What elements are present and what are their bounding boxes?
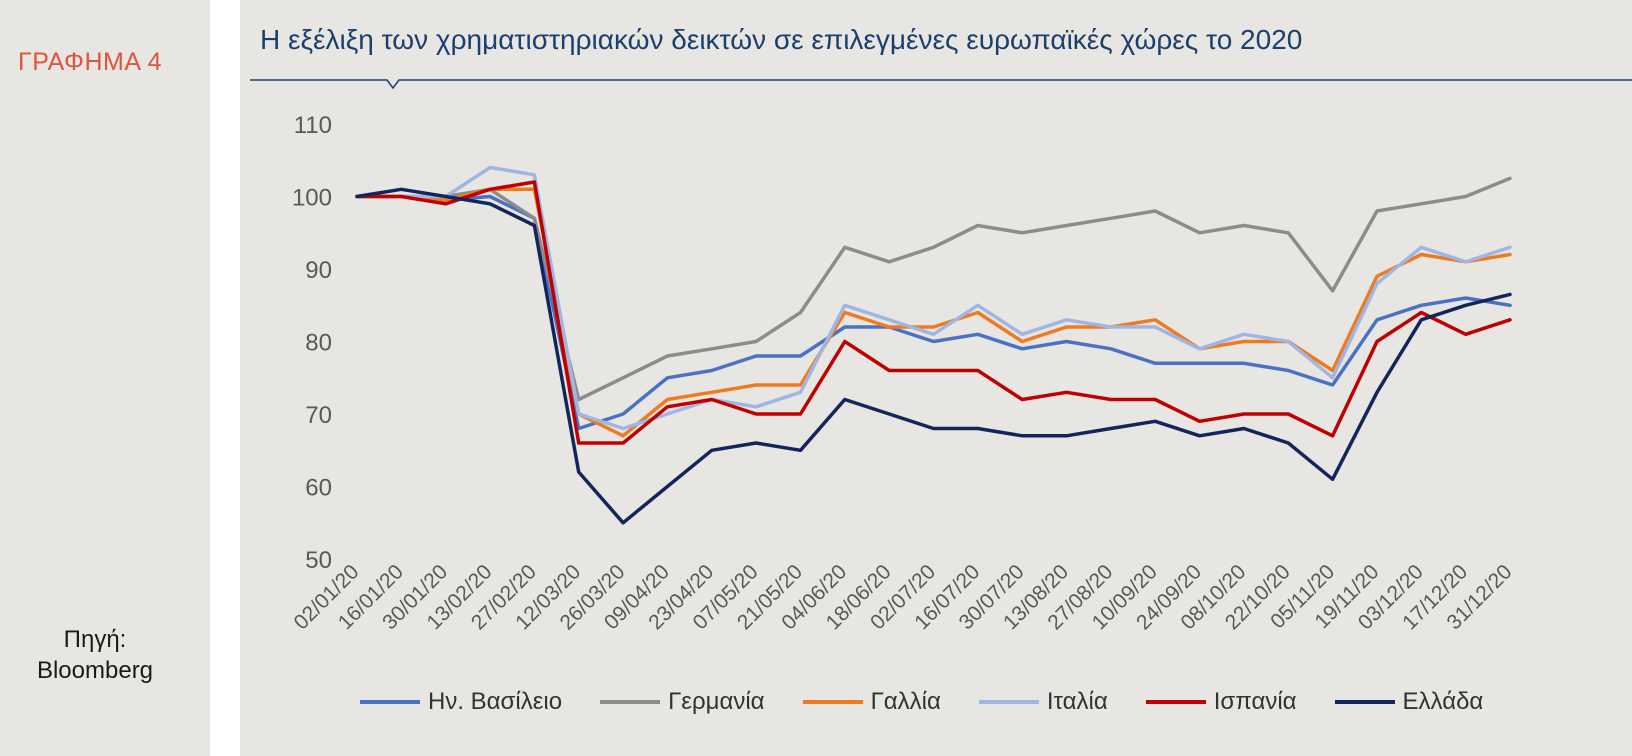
legend-item: Γερμανία: [600, 688, 765, 716]
y-tick-label: 80: [305, 330, 332, 357]
legend-item: Ισπανία: [1145, 688, 1297, 716]
y-tick-label: 90: [305, 257, 332, 284]
line-chart: 50 60 70 80 90 100 110 02/01/2016/01/2030/01/2…: [250, 79, 1632, 634]
series-line: [355, 165, 1512, 431]
y-tick-label: 100: [292, 185, 332, 212]
figure-label: ΓΡΑΦΗΜΑ 4: [18, 48, 163, 76]
series-lines: [355, 165, 1512, 525]
chart-panel: Η εξέλιξη των χρηματιστηριακών δεικτών σ…: [240, 0, 1632, 756]
legend-swatch: [600, 700, 661, 704]
y-tick-label: 70: [305, 402, 332, 429]
y-tick-label: 50: [305, 547, 332, 574]
y-tick-label: 110: [294, 112, 332, 139]
source-label: Πηγή:: [63, 626, 127, 653]
series-line: [355, 187, 1512, 525]
series-line: [355, 194, 1512, 431]
legend-item: Γαλλία: [802, 688, 941, 716]
legend-swatch: [802, 700, 863, 704]
title-underline-path: [250, 79, 1632, 90]
y-tick-label: 60: [305, 475, 332, 502]
source-value: Bloomberg: [36, 657, 154, 684]
side-panel: ΓΡΑΦΗΜΑ 4 Πηγή: Bloomberg: [0, 0, 210, 756]
source-note: Πηγή: Bloomberg: [20, 624, 170, 686]
series-line: [355, 180, 1512, 445]
y-axis: 50 60 70 80 90 100 110: [292, 112, 332, 574]
legend-label: Γαλλία: [870, 688, 941, 715]
legend-label: Ιταλία: [1046, 688, 1108, 715]
chart-title: Η εξέλιξη των χρηματιστηριακών δεικτών σ…: [260, 24, 1303, 55]
legend-item: Ελλάδα: [1334, 688, 1484, 716]
legend: Ην. Βασίλειο Γερμανία Γαλλία Ιταλία Ισπανία Ε…: [360, 687, 1483, 717]
legend-item: Ιταλία: [978, 688, 1108, 716]
legend-label: Ισπανία: [1213, 688, 1297, 715]
legend-label: Γερμανία: [668, 688, 765, 715]
legend-swatch: [360, 700, 420, 704]
legend-label: Ην. Βασίλειο: [428, 688, 563, 715]
title-underline: [250, 79, 1632, 90]
legend-swatch: [1145, 700, 1206, 704]
x-axis: 02/01/2016/01/2030/01/2013/02/2027/02/20…: [289, 560, 1516, 634]
legend-swatch: [1334, 700, 1395, 704]
legend-label: Ελλάδα: [1402, 688, 1484, 715]
legend-item: Ην. Βασίλειο: [360, 688, 562, 716]
legend-swatch: [978, 700, 1039, 704]
series-line: [355, 187, 1512, 438]
